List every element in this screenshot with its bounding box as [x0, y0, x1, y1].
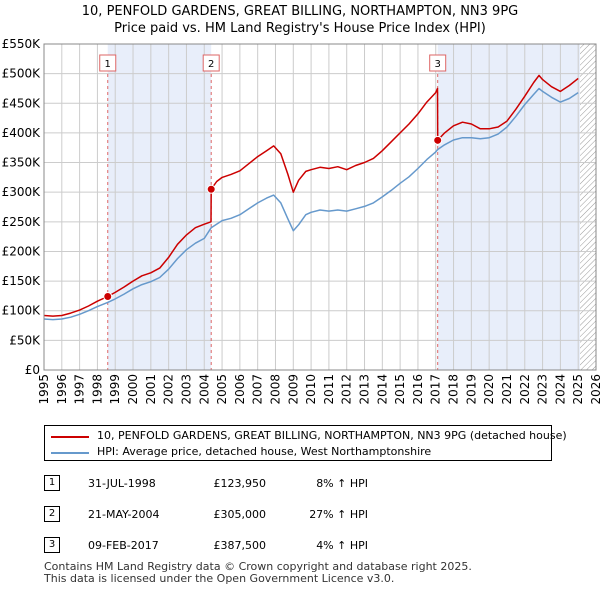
x-tick-label: 2019 [464, 374, 478, 405]
x-tick-label: 2006 [233, 374, 247, 405]
y-tick-label: £100K [2, 304, 42, 318]
x-tick-label: 2002 [162, 374, 176, 405]
price-chart: 1 2 3 £0 £50K £100K £150K £200K £250K £300K £350K… [2, 37, 600, 405]
transaction-hpi-change: 8% ↑ HPI [316, 477, 368, 490]
plot-frame [43, 43, 597, 371]
x-tick-label: 2013 [358, 374, 372, 405]
footer-copyright: Contains HM Land Registry data © Crown c… [44, 561, 472, 585]
y-tick-label: £500K [2, 67, 42, 81]
sale-point [433, 135, 443, 145]
ownership-period-shade [107, 44, 212, 370]
x-tick-label: 2012 [340, 374, 354, 405]
transaction-number: 1 [44, 475, 60, 491]
y-tick-label: £200K [2, 244, 42, 258]
marker-box [99, 54, 117, 72]
x-tick-label: 2022 [518, 374, 532, 405]
x-tick-label: 2021 [500, 374, 514, 405]
marker-label: 3 [435, 59, 441, 70]
x-tick-label: 2008 [268, 374, 282, 405]
legend-swatch-property [51, 436, 89, 438]
x-tick-label: 2003 [179, 374, 193, 405]
x-tick-label: 2016 [411, 374, 425, 405]
x-tick-label: 2004 [197, 374, 211, 405]
marker-box [429, 54, 447, 72]
transaction-price: £387,500 [213, 539, 267, 552]
legend-label-property: 10, PENFOLD GARDENS, GREAT BILLING, NORT… [97, 429, 567, 442]
marker-label: 1 [105, 59, 111, 70]
x-tick-label: 1997 [73, 374, 87, 405]
x-tick-label: 1999 [108, 374, 122, 405]
x-tick-label: 2010 [304, 374, 318, 405]
transaction-number: 2 [44, 506, 60, 522]
chart-subtitle: Price paid vs. HM Land Registry's House … [114, 21, 486, 36]
x-tick-label: 2007 [251, 374, 265, 405]
footer-line-2: This data is licensed under the Open Gov… [44, 572, 395, 585]
x-tick-label: 2001 [144, 374, 158, 405]
transaction-date: 09-FEB-2017 [88, 539, 159, 552]
y-tick-label: £350K [2, 156, 42, 170]
y-tick-label: £550K [2, 37, 42, 51]
legend-swatch-hpi [51, 452, 89, 454]
legend-label-hpi: HPI: Average price, detached house, West… [97, 445, 432, 458]
y-tick-label: £0 [25, 363, 40, 377]
ownership-period-shade [437, 44, 580, 370]
transaction-row: 3 09-FEB-2017 £387,500 4% ↑ HPI [0, 536, 600, 556]
x-tick-label: 2014 [375, 374, 389, 405]
x-tick-label: 2011 [322, 374, 336, 405]
x-tick-label: 2018 [447, 374, 461, 405]
x-tick-label: 1998 [90, 374, 104, 405]
x-tick-label: 1996 [55, 374, 69, 405]
x-tick-label: 2020 [482, 374, 496, 405]
y-tick-label: £300K [2, 185, 42, 199]
y-tick-label: £250K [2, 215, 42, 229]
transaction-date: 31-JUL-1998 [88, 477, 156, 490]
marker-label: 2 [208, 59, 214, 70]
property-price-line [43, 74, 579, 317]
future-hatch-area [579, 44, 596, 370]
transaction-row: 2 21-MAY-2004 £305,000 27% ↑ HPI [0, 505, 600, 525]
y-tick-label: £450K [2, 96, 42, 110]
y-tick-label: £150K [2, 274, 42, 288]
footer-line-1: Contains HM Land Registry data © Crown c… [44, 560, 472, 573]
x-tick-label: 2005 [215, 374, 229, 405]
transaction-price: £123,950 [213, 477, 267, 490]
transaction-hpi-change: 27% ↑ HPI [309, 508, 368, 521]
transaction-date: 21-MAY-2004 [88, 508, 160, 521]
x-tick-label: 2009 [286, 374, 300, 405]
x-tick-label: 2025 [571, 374, 585, 405]
x-tick-label: 2023 [536, 374, 550, 405]
sale-point [206, 184, 216, 194]
transaction-row: 1 31-JUL-1998 £123,950 8% ↑ HPI [0, 474, 600, 494]
chart-title-address: 10, PENFOLD GARDENS, GREAT BILLING, NORT… [81, 4, 519, 19]
transaction-number: 3 [44, 537, 60, 553]
hpi-line [43, 87, 579, 321]
transaction-price: £305,000 [213, 508, 267, 521]
sale-point [103, 292, 113, 302]
x-tick-label: 2017 [429, 374, 443, 405]
x-tick-label: 2024 [553, 374, 567, 405]
x-tick-label: 2015 [393, 374, 407, 405]
y-tick-label: £50K [9, 333, 41, 347]
transaction-hpi-change: 4% ↑ HPI [316, 539, 368, 552]
marker-box [202, 54, 220, 72]
legend: 10, PENFOLD GARDENS, GREAT BILLING, NORT… [44, 425, 567, 461]
x-tick-label: 2000 [126, 374, 140, 405]
x-tick-label: 1995 [37, 374, 51, 405]
x-tick-label: 2026 [589, 374, 600, 405]
y-tick-label: £400K [2, 126, 42, 140]
